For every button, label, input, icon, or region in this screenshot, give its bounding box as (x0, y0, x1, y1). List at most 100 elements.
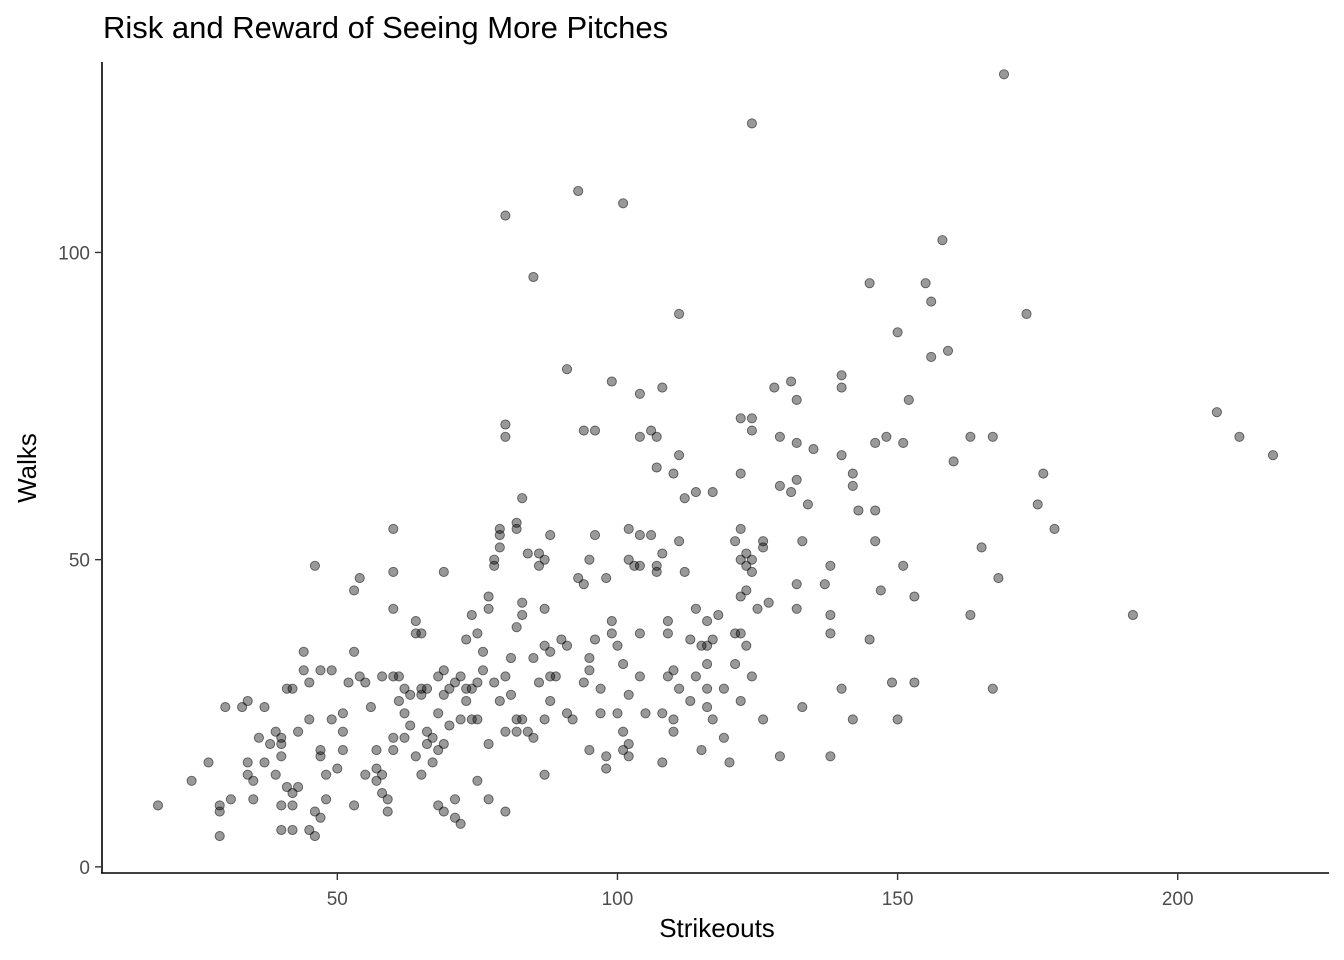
data-point (393, 671, 404, 682)
data-point (651, 566, 662, 577)
data-point (416, 628, 427, 639)
data-point (500, 431, 511, 442)
data-point (791, 579, 802, 590)
data-point (421, 738, 433, 750)
data-point (601, 751, 612, 762)
data-point (702, 616, 713, 627)
data-point (388, 523, 399, 534)
data-point (746, 425, 757, 436)
data-point (668, 726, 679, 737)
data-point (539, 714, 550, 725)
data-point (539, 769, 550, 780)
data-point (730, 659, 741, 670)
data-point (853, 505, 864, 516)
data-point (545, 646, 556, 657)
data-point (203, 757, 214, 768)
y-tick-label: 50 (69, 551, 90, 572)
data-point (427, 757, 438, 768)
data-point (702, 640, 713, 651)
data-point (550, 671, 561, 682)
data-point (998, 69, 1010, 80)
data-point (360, 677, 371, 688)
data-point (601, 763, 612, 774)
data-point (438, 566, 449, 577)
data-point (836, 683, 847, 694)
data-point (1038, 468, 1049, 479)
data-point (337, 708, 348, 719)
data-point (763, 597, 774, 608)
data-point (836, 382, 847, 393)
data-point (791, 394, 802, 405)
data-point (718, 683, 729, 694)
data-point (606, 628, 617, 639)
data-point (987, 683, 998, 694)
data-point (444, 683, 455, 694)
data-point (466, 714, 477, 725)
data-point (326, 665, 337, 676)
data-point (735, 413, 746, 424)
data-point (505, 689, 517, 700)
data-point (410, 616, 421, 627)
data-point (993, 573, 1004, 584)
data-point (584, 652, 595, 664)
data-point (500, 806, 511, 817)
data-point (791, 437, 802, 448)
data-point (892, 714, 903, 725)
data-point (410, 751, 421, 762)
data-point (561, 640, 573, 651)
data-point (433, 800, 444, 811)
data-point (898, 560, 909, 571)
data-point (225, 794, 236, 805)
x-tick-label: 50 (327, 889, 348, 910)
data-point (444, 720, 455, 731)
data-point (741, 585, 752, 596)
data-point (438, 665, 449, 676)
data-point (517, 714, 528, 725)
data-point (466, 609, 477, 621)
data-point (758, 714, 769, 725)
data-point (612, 708, 623, 719)
y-ticks: 0 50 100 (58, 243, 102, 879)
data-point (657, 548, 668, 559)
data-point (926, 351, 937, 362)
data-point (808, 444, 819, 455)
data-point (724, 757, 735, 768)
data-point (629, 560, 640, 571)
data-point (1211, 407, 1222, 418)
data-point (371, 745, 382, 756)
data-point (315, 751, 326, 762)
data-point (589, 530, 601, 541)
data-point (500, 671, 511, 682)
data-point (528, 652, 539, 664)
data-point (881, 431, 892, 442)
data-point (500, 726, 511, 737)
data-point (651, 431, 662, 442)
data-point (634, 388, 645, 399)
data-point (987, 431, 998, 442)
data-point (528, 732, 539, 743)
data-point (668, 468, 679, 479)
data-point (511, 714, 522, 725)
data-point (965, 431, 976, 442)
data-point (377, 671, 388, 682)
data-point (511, 622, 522, 633)
data-point (589, 634, 601, 645)
data-point (259, 702, 270, 713)
data-point (679, 566, 690, 577)
data-point (337, 726, 348, 737)
data-point (668, 714, 679, 725)
data-point (825, 751, 836, 762)
data-point (976, 542, 987, 553)
data-point (696, 640, 707, 651)
data-point (393, 695, 404, 707)
data-point (864, 278, 875, 289)
data-point (461, 634, 472, 645)
data-point (702, 702, 713, 713)
x-tick-label: 200 (1162, 889, 1194, 910)
data-point (623, 689, 634, 700)
data-point (304, 714, 315, 725)
data-point (942, 345, 954, 356)
data-point (584, 554, 595, 565)
data-point (584, 745, 595, 756)
data-point (707, 714, 718, 725)
